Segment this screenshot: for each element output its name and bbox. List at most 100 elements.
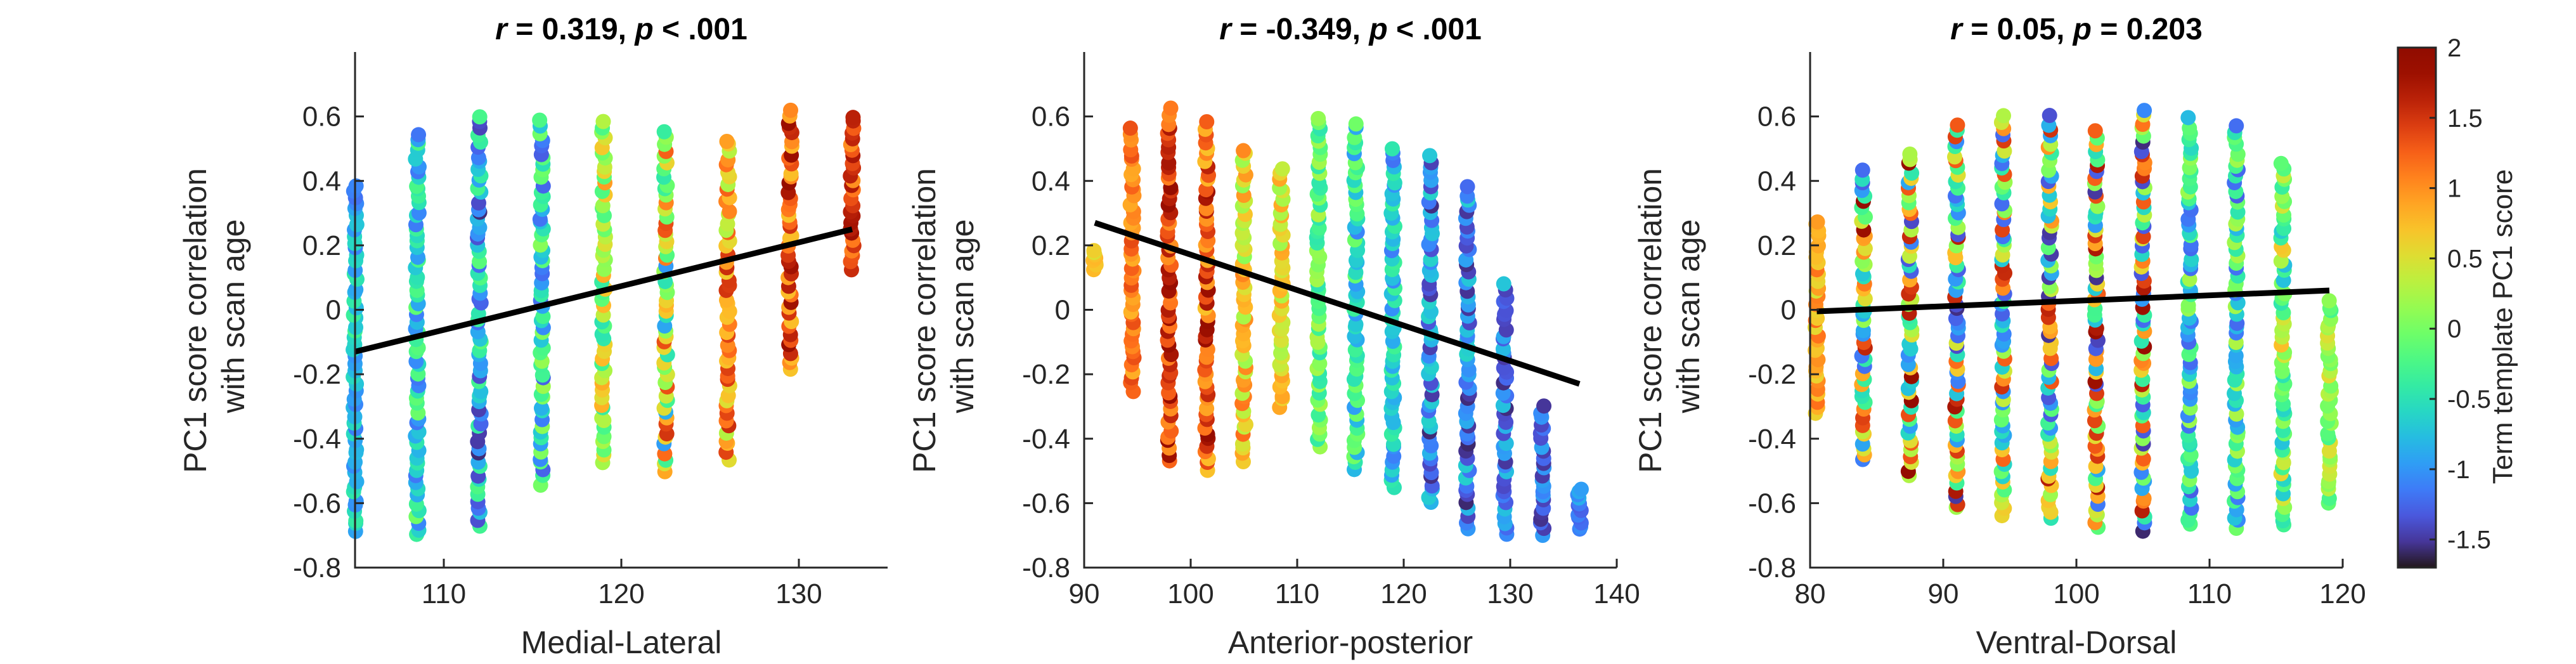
- colorbar-tick-label: 2: [2447, 34, 2461, 62]
- x-ticks: 80 90 100 110 120: [1795, 559, 2366, 609]
- scatter-point: [2184, 252, 2199, 268]
- y-ticks: -0.8 -0.6 -0.4 -0.2 0 0.2 0.4 0.6: [293, 101, 364, 583]
- x-tick-label: 120: [598, 578, 644, 609]
- scatter-point: [532, 112, 548, 128]
- y-tick-label: -0.4: [1748, 424, 1796, 455]
- colorbar-tick-label: 0.5: [2447, 245, 2483, 273]
- scatter-point: [1496, 276, 1511, 292]
- scatter-point: [1422, 148, 1438, 164]
- x-tick-label: 80: [1795, 578, 1826, 609]
- y-tick-label: 0.4: [302, 166, 341, 197]
- y-tick-label: -0.2: [293, 359, 341, 390]
- scatter-panel-ventral-dorsal: r = 0.05, p = 0.203 80 90 100 110 120 -0.8-0…: [1633, 13, 2366, 660]
- regression-line: [1816, 287, 2330, 315]
- colorbar-tick-label: 0: [2447, 315, 2461, 343]
- scatter-point: [1348, 316, 1364, 332]
- y-tick-label: -0.2: [1748, 359, 1796, 390]
- scatter-point: [1460, 179, 1475, 195]
- scatter-point: [1348, 116, 1364, 132]
- panel-title: r = -0.349, p < .001: [1219, 13, 1482, 46]
- x-tick-label: 140: [1593, 578, 1640, 609]
- scatter-panel-medial-lateral: r = 0.319, p < .001 110 120 130 -0.8-0.6-0…: [178, 13, 888, 660]
- y-tick-label: 0: [1055, 295, 1070, 326]
- panel-title: r = 0.05, p = 0.203: [1950, 13, 2203, 46]
- scatter-point: [595, 114, 611, 129]
- x-tick-label: 90: [1928, 578, 1959, 609]
- scatter-points: [1085, 100, 1589, 544]
- scatter-point: [2180, 110, 2196, 126]
- x-axis-label: Anterior-posterior: [1228, 625, 1473, 660]
- regression-line: [1094, 220, 1581, 387]
- y-tick-label: 0.4: [1032, 166, 1070, 197]
- scatter-point: [719, 133, 735, 149]
- y-tick-label: 0.6: [1757, 101, 1796, 133]
- scatter-point: [1950, 117, 1965, 133]
- scatter-point: [1996, 108, 2012, 124]
- scatter-point: [1854, 162, 1870, 178]
- scatter-point: [2087, 413, 2102, 429]
- scatter-point: [1086, 243, 1102, 259]
- scatter-point: [2229, 118, 2244, 134]
- y-tick-label: 0.2: [302, 230, 341, 261]
- x-axis-label: Ventral-Dorsal: [1976, 625, 2177, 660]
- y-tick-label: -0.8: [293, 552, 341, 583]
- y-tick-label: -0.4: [293, 424, 341, 455]
- scatter-point: [1274, 161, 1290, 177]
- colorbar-tick-label: -1: [2447, 456, 2470, 484]
- scatter-point: [1902, 146, 1918, 162]
- scatter-point: [1809, 214, 1825, 230]
- x-ticks: 110 120 130: [422, 559, 822, 609]
- scatter-point: [533, 400, 549, 416]
- colorbar-ticks: 2 1.5 1 0.5 0 -0.5 -1 -1.5: [2430, 34, 2491, 554]
- panel-title: r = 0.319, p < .001: [495, 13, 748, 46]
- colorbar-tick-label: -1.5: [2447, 526, 2491, 554]
- scatter-panel-anterior-posterior: r = -0.349, p < .001 90 100 110 120 130 140 -…: [907, 13, 1640, 660]
- y-tick-label: -0.2: [1022, 359, 1070, 390]
- axes: [354, 52, 888, 569]
- y-axis-label: PC1 score correlation with scan age: [178, 159, 251, 473]
- regression-line: [354, 226, 853, 355]
- scatter-points: [1807, 103, 2339, 539]
- x-tick-label: 120: [2319, 578, 2366, 609]
- y-ticks: -0.8 -0.6 -0.4 -0.2 0 0.2 0.4 0.6: [1748, 101, 1819, 583]
- scatter-point: [348, 178, 364, 194]
- scatter-point: [2137, 103, 2152, 119]
- scatter-point: [845, 110, 861, 126]
- colorbar-tick-label: 1: [2447, 175, 2461, 203]
- scatter-point: [1122, 120, 1138, 136]
- scatter-point: [1384, 141, 1400, 157]
- colorbar: 2 1.5 1 0.5 0 -0.5 -1 -1.5 Term template PC1 sc…: [2397, 34, 2518, 569]
- y-tick-label: 0: [1781, 295, 1796, 326]
- colorbar-tick-label: 1.5: [2447, 105, 2483, 133]
- scatter-point: [2228, 348, 2244, 363]
- x-tick-label: 100: [1167, 578, 1214, 609]
- y-tick-label: 0.4: [1757, 166, 1796, 197]
- x-tick-label: 110: [2187, 578, 2232, 609]
- scatter-point: [783, 102, 799, 118]
- scatter-point: [2042, 108, 2057, 124]
- y-tick-label: -0.6: [1748, 488, 1796, 519]
- y-ticks: -0.8 -0.6 -0.4 -0.2 0 0.2 0.4 0.6: [1022, 101, 1093, 583]
- y-tick-label: 0.6: [302, 101, 341, 133]
- x-tick-label: 90: [1069, 578, 1100, 609]
- x-tick-label: 130: [1487, 578, 1533, 609]
- scatter-point: [2321, 293, 2337, 309]
- y-tick-label: -0.8: [1748, 552, 1796, 583]
- y-tick-label: -0.4: [1022, 424, 1070, 455]
- scatter-point: [2087, 123, 2103, 139]
- y-tick-label: 0.6: [1032, 101, 1070, 133]
- x-tick-label: 120: [1380, 578, 1427, 609]
- colorbar-tick-label: -0.5: [2447, 386, 2491, 413]
- scatter-point: [2273, 155, 2289, 171]
- y-tick-label: -0.8: [1022, 552, 1070, 583]
- y-tick-label: -0.6: [1022, 488, 1070, 519]
- y-axis-label: PC1 score correlation with scan age: [1633, 159, 1706, 473]
- scatter-point: [656, 124, 672, 140]
- y-tick-label: 0.2: [1757, 230, 1796, 261]
- y-tick-label: 0.2: [1032, 230, 1070, 261]
- colorbar-gradient: [2397, 46, 2437, 569]
- y-tick-label: 0: [326, 295, 341, 326]
- scatter-point: [1536, 398, 1552, 414]
- x-axis-label: Medial-Lateral: [521, 625, 722, 660]
